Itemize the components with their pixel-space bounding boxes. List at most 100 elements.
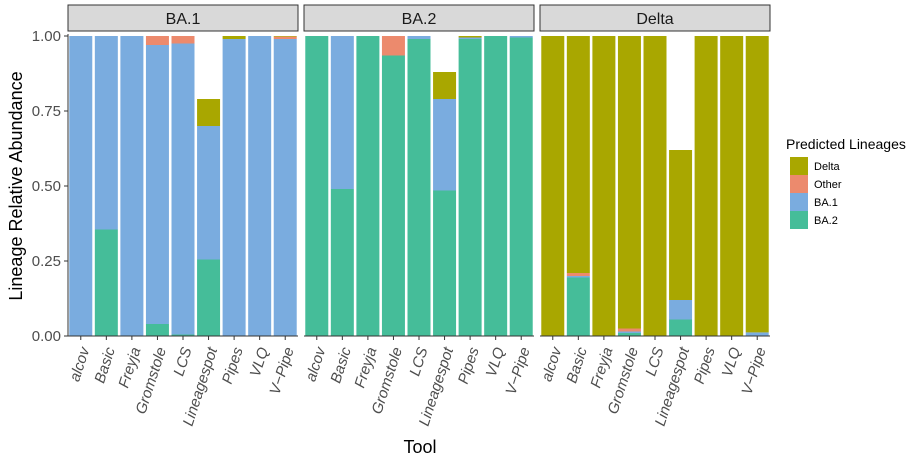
y-axis-title: Lineage Relative Abundance [6, 71, 26, 300]
bar-delta-basic-ba-2 [566, 277, 590, 336]
legend-key-ba-2 [790, 211, 808, 229]
x-tick-label-delta-alcov: alcov [538, 344, 565, 384]
y-tick-label-0-00: 0.00 [32, 328, 61, 345]
bar-ba-2-lineagespot-delta [433, 72, 457, 99]
bar-delta-lineagespot-ba-1 [669, 300, 693, 320]
legend: Predicted Lineages Delta Other BA.1 BA.2 [786, 136, 906, 229]
bar-delta-v-pipe-ba-1 [745, 332, 769, 336]
x-tick-label-ba-2-vlq: VLQ [483, 345, 509, 379]
y-axis: 0.00 0.25 0.50 0.75 1.00 [32, 28, 69, 345]
legend-label-ba-2: BA.2 [814, 215, 838, 227]
bar-delta-basic-delta [566, 36, 590, 273]
bar-ba-2-basic-ba-2 [330, 189, 354, 336]
legend-title: Predicted Lineages [786, 136, 906, 152]
bar-ba-2-lineagespot-ba-1 [433, 99, 457, 191]
bar-delta-gromstole-ba-2 [617, 333, 641, 336]
bar-ba-1-pipes-ba-1 [222, 39, 246, 336]
bar-ba-1-vlq-ba-1 [248, 36, 272, 336]
x-tick-label-ba-2-lcs: LCS [406, 345, 431, 378]
bar-ba-2-v-pipe-ba-1 [509, 36, 533, 38]
x-tick-label-ba-2-basic: Basic [327, 345, 355, 386]
x-tick-label-ba-1-basic: Basic [91, 345, 119, 386]
y-tick-label-1-00: 1.00 [32, 28, 61, 45]
bar-ba-1-basic-ba-1 [94, 36, 118, 230]
legend-key-ba-1 [790, 193, 808, 211]
bar-ba-1-gromstole-other [145, 36, 169, 45]
bar-delta-lcs-delta [643, 36, 667, 336]
bar-ba-1-lcs-ba-2 [171, 334, 195, 336]
bar-ba-2-pipes-ba-2 [458, 39, 482, 336]
bar-ba-1-gromstole-ba-1 [145, 45, 169, 324]
x-tick-label-ba-1-lcs: LCS [170, 345, 195, 378]
bar-ba-1-lineagespot-ba-2 [197, 259, 221, 336]
facet-label-ba-1: BA.1 [166, 11, 201, 28]
bar-delta-v-pipe-delta [745, 36, 769, 333]
facet-label-delta: Delta [636, 11, 673, 28]
legend-label-ba-1: BA.1 [814, 197, 838, 209]
bar-ba-2-lineagespot-ba-2 [433, 190, 457, 336]
bar-ba-2-gromstole-ba-2 [381, 55, 405, 336]
bar-ba-2-lcs-ba-2 [407, 39, 431, 336]
bar-ba-1-v-pipe-delta [273, 36, 297, 37]
bar-delta-gromstole-delta [617, 36, 641, 329]
bar-delta-basic-ba-1 [566, 276, 590, 278]
bar-delta-lineagespot-ba-2 [669, 319, 693, 336]
x-tick-label-ba-2-freyja: Freyja [351, 345, 380, 390]
bar-ba-1-lineagespot-delta [197, 99, 221, 126]
bar-ba-1-v-pipe-other [273, 36, 297, 39]
bar-ba-1-lcs-ba-1 [171, 43, 195, 335]
bar-ba-1-v-pipe-ba-1 [273, 39, 297, 336]
facet-strip-delta [539, 4, 771, 32]
x-tick-label-ba-1-pipes: Pipes [219, 345, 247, 386]
bar-delta-gromstole-other [617, 328, 641, 332]
bar-ba-2-pipes-delta [458, 36, 482, 38]
bar-ba-2-basic-ba-1 [330, 36, 354, 189]
x-tick-label-delta-vlq: VLQ [719, 345, 745, 379]
legend-key-delta [790, 157, 808, 175]
x-tick-label-delta-basic: Basic [563, 345, 591, 386]
bar-ba-2-gromstole-other [381, 36, 405, 56]
x-tick-label-delta-freyja: Freyja [587, 345, 616, 390]
x-tick-label-ba-1-vlq: VLQ [247, 345, 273, 379]
y-tick-label-0-50: 0.50 [32, 178, 61, 195]
bar-delta-vlq-delta [720, 36, 744, 336]
x-tick-label-delta-lcs: LCS [642, 345, 667, 378]
x-tick-label-delta-pipes: Pipes [691, 345, 719, 386]
x-tick-label-ba-2-alcov: alcov [302, 344, 329, 384]
bar-ba-2-alcov-ba-2 [305, 36, 329, 336]
bar-ba-1-pipes-delta [222, 36, 246, 39]
x-tick-label-ba-1-freyja: Freyja [115, 345, 144, 390]
bar-delta-freyja-delta [592, 36, 616, 336]
bar-delta-basic-other [566, 273, 590, 276]
bar-ba-2-vlq-ba-2 [484, 36, 508, 336]
bar-ba-1-freyja-ba-1 [120, 36, 144, 336]
bar-ba-1-alcov-ba-1 [69, 36, 93, 336]
bar-ba-2-v-pipe-ba-2 [509, 37, 533, 336]
bar-ba-1-lineagespot-ba-1 [197, 126, 221, 260]
bar-delta-lineagespot-delta [669, 150, 693, 300]
facet-label-ba-2: BA.2 [402, 11, 437, 28]
bar-ba-2-freyja-ba-2 [356, 36, 380, 336]
legend-label-other: Other [814, 179, 842, 191]
y-tick-label-0-25: 0.25 [32, 253, 61, 270]
legend-label-delta: Delta [814, 161, 841, 173]
bar-ba-1-gromstole-ba-2 [145, 324, 169, 336]
facet-strip-ba-2 [303, 4, 535, 32]
bar-delta-gromstole-ba-1 [617, 331, 641, 333]
facet-strip-ba-1 [67, 4, 299, 32]
x-tick-label-ba-1-alcov: alcov [66, 344, 93, 384]
bar-ba-1-basic-ba-2 [94, 229, 118, 336]
bar-ba-2-pipes-ba-1 [458, 37, 482, 39]
bar-ba-1-lcs-other [171, 36, 195, 44]
y-tick-label-0-75: 0.75 [32, 103, 61, 120]
bar-ba-2-lcs-ba-1 [407, 36, 431, 39]
bar-delta-alcov-delta [541, 36, 565, 336]
legend-key-other [790, 175, 808, 193]
bar-delta-pipes-delta [694, 36, 718, 336]
